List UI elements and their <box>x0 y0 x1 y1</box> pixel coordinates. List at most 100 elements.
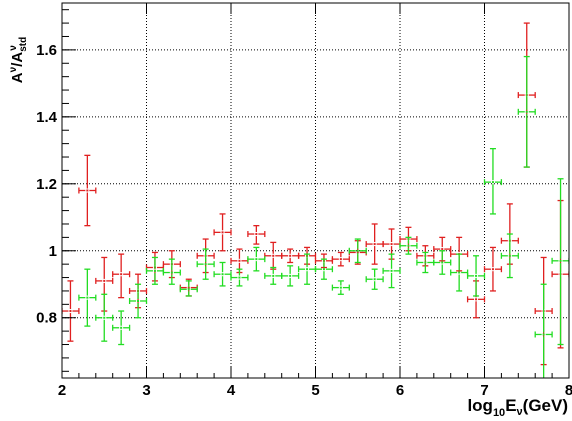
y-tick-label: 1.4 <box>36 109 58 126</box>
data-point <box>517 55 536 168</box>
point-marker <box>289 274 292 277</box>
data-point <box>213 213 232 252</box>
point-marker <box>441 261 444 264</box>
data-point <box>314 258 334 280</box>
data-point <box>179 280 198 297</box>
data-point <box>500 233 519 279</box>
point-marker <box>289 254 292 257</box>
point-marker <box>255 258 258 261</box>
point-marker <box>187 286 190 289</box>
point-marker <box>153 269 156 272</box>
data-point <box>78 154 97 227</box>
x-tick-label: 7 <box>480 382 488 399</box>
data-point <box>382 253 401 289</box>
point-marker <box>339 258 342 261</box>
data-point <box>348 238 367 264</box>
data-point <box>247 225 266 245</box>
data-point <box>433 250 452 275</box>
data-point <box>95 293 114 342</box>
data-point <box>145 256 165 285</box>
data-point <box>112 310 131 346</box>
point-marker <box>491 181 494 184</box>
axes: 2 3 4 5 6 7 8 0.8 1 1.2 1.4 1.6 <box>36 3 572 399</box>
x-tick-label: 2 <box>58 382 66 399</box>
point-marker <box>255 233 258 236</box>
x-tick-label: 8 <box>565 382 572 399</box>
point-marker <box>306 268 309 271</box>
x-tick-label: 5 <box>311 382 319 399</box>
data-point <box>365 268 384 290</box>
data-point <box>213 261 232 287</box>
x-tick-label: 6 <box>396 382 404 399</box>
data-point <box>112 253 131 299</box>
data-point <box>128 283 148 319</box>
point-marker <box>491 268 494 271</box>
point-marker <box>69 310 72 313</box>
point-marker <box>525 110 528 113</box>
data-point <box>162 258 181 285</box>
data-point <box>551 178 569 346</box>
point-marker <box>373 278 376 281</box>
point-marker <box>187 288 190 291</box>
point-marker <box>120 273 123 276</box>
point-marker <box>103 316 106 319</box>
y-tick-label: 1.2 <box>36 176 57 193</box>
data-point <box>331 251 350 267</box>
point-marker <box>221 231 224 234</box>
point-marker <box>390 243 393 246</box>
point-marker <box>458 271 461 274</box>
point-marker <box>356 251 359 254</box>
point-marker <box>559 259 562 262</box>
point-marker <box>373 243 376 246</box>
point-marker <box>424 261 427 264</box>
point-marker <box>508 254 511 257</box>
data-point <box>281 265 300 287</box>
point-marker <box>272 274 275 277</box>
point-marker <box>356 249 359 252</box>
x-tick-label: 3 <box>142 382 150 399</box>
point-marker <box>120 326 123 329</box>
data-point <box>62 280 80 342</box>
point-marker <box>542 333 545 336</box>
point-marker <box>390 269 393 272</box>
y-axis-title: Aν/Astdν <box>8 37 29 83</box>
point-marker <box>407 244 410 247</box>
data-point <box>483 147 503 215</box>
point-marker <box>475 298 478 301</box>
point-marker <box>103 279 106 282</box>
point-marker <box>170 271 173 274</box>
data-point <box>281 248 300 264</box>
data-point <box>399 236 418 255</box>
series-2 <box>78 55 569 378</box>
grid <box>62 3 569 378</box>
y-tick-label: 1.6 <box>36 42 57 59</box>
x-tick-label: 4 <box>227 382 236 399</box>
point-marker <box>238 259 241 262</box>
x-axis-title: log10Eν(GeV) <box>467 396 568 419</box>
y-tick-label: 1 <box>49 243 57 260</box>
point-marker <box>204 263 207 266</box>
y-tick-label: 0.8 <box>36 310 57 327</box>
data-point <box>230 268 249 287</box>
data-point <box>78 268 97 327</box>
point-marker <box>441 248 444 251</box>
point-marker <box>238 276 241 279</box>
data-point <box>297 253 317 285</box>
point-marker <box>322 268 325 271</box>
data-point <box>534 283 553 378</box>
point-marker <box>86 189 89 192</box>
point-marker <box>137 299 140 302</box>
data-point <box>450 253 469 292</box>
data-points <box>62 22 569 378</box>
point-marker <box>475 274 478 277</box>
point-marker <box>86 296 89 299</box>
point-marker <box>272 254 275 257</box>
data-point <box>247 246 266 272</box>
data-point <box>196 248 215 280</box>
data-point <box>331 280 350 295</box>
data-point <box>483 246 503 292</box>
point-marker <box>339 286 342 289</box>
data-point <box>365 223 384 265</box>
